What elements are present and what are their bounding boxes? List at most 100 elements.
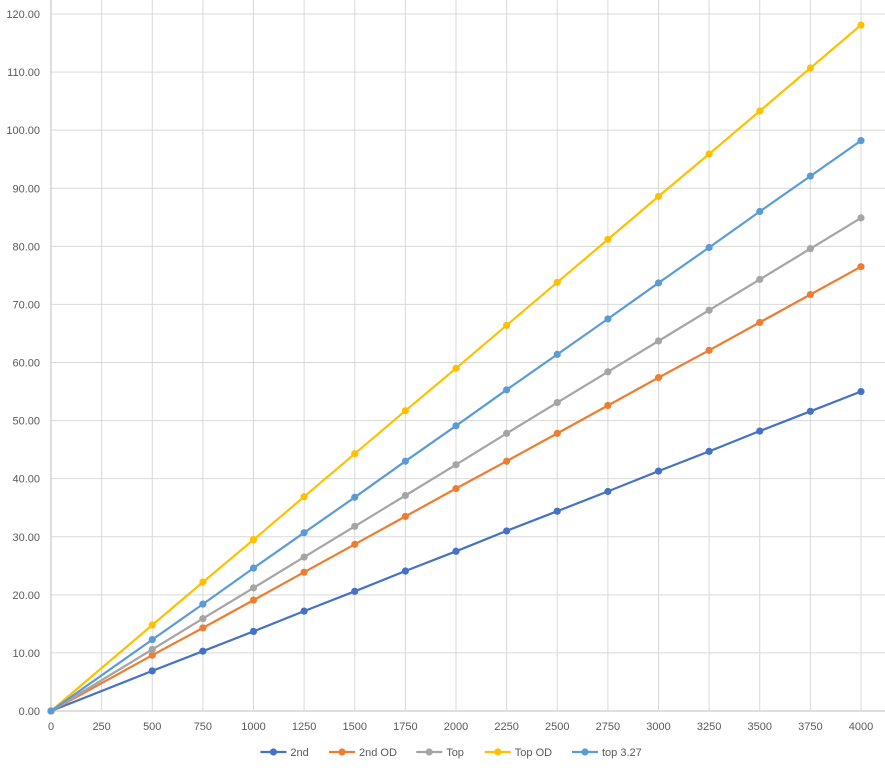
data-point bbox=[756, 207, 764, 216]
y-tick-label: 10.00 bbox=[12, 648, 40, 660]
y-tick-label: 40.00 bbox=[12, 474, 40, 486]
data-point bbox=[604, 487, 612, 496]
data-point bbox=[199, 600, 207, 608]
x-tick-label: 250 bbox=[92, 721, 110, 733]
data-point bbox=[756, 107, 764, 115]
legend-item: 2nd bbox=[260, 747, 309, 759]
data-point bbox=[705, 243, 713, 252]
x-tick-label: 4000 bbox=[849, 721, 873, 733]
x-tick-label: 1250 bbox=[292, 721, 316, 733]
data-point bbox=[47, 707, 55, 715]
x-tick-label: 3750 bbox=[798, 721, 822, 733]
x-tick-label: 0 bbox=[48, 721, 54, 733]
data-point bbox=[705, 150, 713, 158]
series-line-top-3-27 bbox=[50, 139, 862, 712]
data-point bbox=[705, 306, 713, 314]
data-point bbox=[553, 278, 561, 286]
y-tick-label: 60.00 bbox=[12, 358, 40, 370]
data-point bbox=[806, 407, 814, 415]
series-lines bbox=[47, 21, 865, 715]
legend-label: top 3.27 bbox=[602, 747, 642, 759]
data-point bbox=[857, 214, 865, 222]
data-point bbox=[148, 667, 156, 675]
data-point bbox=[654, 279, 663, 287]
data-point bbox=[148, 635, 156, 644]
legend-label: 2nd OD bbox=[359, 747, 397, 759]
x-tick-label: 1000 bbox=[241, 721, 265, 733]
data-point bbox=[806, 172, 814, 180]
legend-marker bbox=[494, 748, 502, 756]
data-point bbox=[806, 245, 814, 253]
y-tick-label: 70.00 bbox=[12, 299, 40, 311]
series-line-2nd-od bbox=[50, 265, 862, 712]
data-point bbox=[503, 429, 511, 437]
y-tick-label: 90.00 bbox=[12, 183, 40, 195]
data-point bbox=[553, 398, 561, 407]
data-point bbox=[199, 578, 207, 586]
data-point bbox=[654, 467, 663, 475]
y-tick-label: 30.00 bbox=[12, 532, 40, 544]
x-tick-label: 2500 bbox=[545, 721, 569, 733]
data-point bbox=[452, 547, 460, 555]
data-point bbox=[857, 387, 865, 396]
data-point bbox=[806, 64, 814, 72]
y-tick-label: 20.00 bbox=[12, 590, 40, 602]
series-2nd bbox=[47, 387, 865, 715]
data-point bbox=[452, 484, 460, 493]
data-point bbox=[401, 457, 409, 465]
y-tick-label: 0.00 bbox=[19, 706, 40, 718]
series-top-od bbox=[47, 21, 865, 715]
data-point bbox=[452, 364, 460, 372]
y-tick-label: 50.00 bbox=[12, 416, 40, 428]
data-point bbox=[503, 457, 511, 465]
data-point bbox=[249, 536, 258, 544]
y-tick-label: 80.00 bbox=[12, 241, 40, 253]
data-point bbox=[654, 337, 663, 345]
data-point bbox=[857, 137, 865, 145]
data-point bbox=[148, 621, 156, 629]
data-point bbox=[857, 21, 865, 29]
data-point bbox=[300, 568, 308, 576]
y-axis-tick-labels: 0.00 10.00 20.00 30.00 40.00 50.00 60.00 70.00 8… bbox=[6, 9, 40, 718]
legend-item: top 3.27 bbox=[572, 747, 642, 759]
legend-marker bbox=[269, 748, 277, 756]
data-point bbox=[300, 607, 308, 615]
data-point bbox=[604, 315, 612, 323]
x-axis-tick-labels: 0 250 500 750 1000 1250 1500 1750 2000 2250 2500 27… bbox=[48, 721, 873, 733]
data-point bbox=[351, 493, 359, 501]
data-point bbox=[401, 491, 409, 500]
data-point bbox=[249, 596, 258, 604]
data-point bbox=[401, 407, 409, 415]
data-point bbox=[553, 350, 561, 358]
x-tick-label: 3250 bbox=[697, 721, 721, 733]
data-point bbox=[553, 429, 561, 437]
x-tick-label: 1500 bbox=[343, 721, 367, 733]
series-line-top bbox=[50, 216, 862, 712]
x-tick-label: 1750 bbox=[393, 721, 417, 733]
data-point bbox=[351, 522, 359, 530]
y-tick-label: 120.00 bbox=[6, 9, 40, 21]
data-point bbox=[351, 450, 359, 458]
legend-marker bbox=[581, 748, 589, 756]
data-point bbox=[503, 386, 511, 394]
legend-label: Top OD bbox=[515, 747, 552, 759]
series-line-2nd bbox=[50, 390, 862, 713]
data-point bbox=[199, 647, 207, 655]
data-point bbox=[452, 461, 460, 469]
x-tick-label: 750 bbox=[194, 721, 212, 733]
data-point bbox=[249, 584, 258, 592]
legend-item: Top OD bbox=[484, 747, 552, 759]
gridlines bbox=[50, 0, 885, 712]
data-point bbox=[148, 645, 156, 654]
legend-label: 2nd bbox=[290, 747, 308, 759]
data-point bbox=[401, 512, 409, 521]
x-tick-label: 500 bbox=[143, 721, 161, 733]
data-point bbox=[705, 346, 713, 354]
data-point bbox=[553, 507, 561, 515]
data-point bbox=[249, 627, 258, 636]
data-point bbox=[300, 553, 308, 561]
data-point bbox=[452, 422, 460, 430]
series-line-top-od bbox=[50, 24, 862, 712]
data-point bbox=[300, 493, 308, 501]
